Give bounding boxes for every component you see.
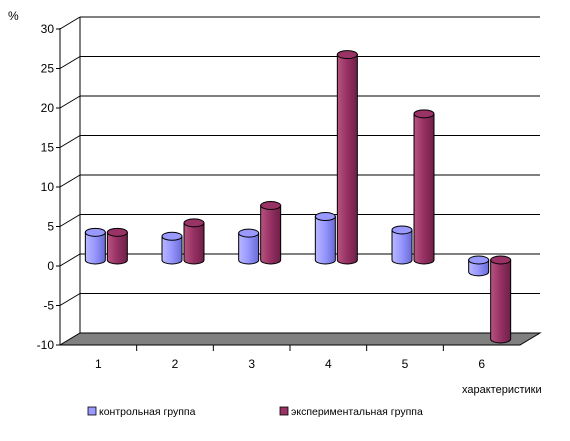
bar-cap [490, 255, 512, 265]
gridline-diagonal [59, 95, 81, 109]
legend-swatch-control [87, 406, 97, 416]
bar-cap [314, 212, 336, 222]
bar-cap [260, 200, 282, 210]
y-tick-label: 25 [41, 62, 55, 76]
bar-experimental-1 [106, 227, 128, 265]
bar-experimental-5 [413, 109, 435, 265]
x-tick-label: 5 [402, 357, 409, 371]
x-tick-label: 2 [172, 357, 179, 371]
bar-control-3 [238, 228, 260, 265]
x-tick-label: 1 [95, 357, 102, 371]
y-tick-label: 30 [41, 22, 55, 36]
bar-cap [238, 228, 260, 238]
bar-body [314, 216, 336, 265]
plot-walls [58, 17, 542, 346]
y-tick-label: 10 [41, 180, 55, 194]
bar-experimental-3 [260, 200, 282, 265]
gridline-diagonal [59, 16, 81, 30]
x-tick-label: 4 [325, 357, 332, 371]
bar-cap [413, 109, 435, 119]
bar-cap [183, 218, 205, 228]
gridline-diagonal [59, 135, 81, 148]
gridlines [59, 16, 540, 306]
bar-cap [336, 50, 358, 60]
x-tick-label: 3 [248, 357, 255, 371]
x-tick-label: 6 [478, 357, 485, 371]
bar-control-5 [391, 225, 413, 265]
bar-cap [468, 255, 490, 265]
bar-experimental-2 [183, 218, 205, 265]
floor-plane [58, 332, 542, 346]
bar-body [183, 222, 205, 265]
bar-control-1 [84, 227, 106, 265]
gridline-diagonal [59, 56, 81, 69]
bar-body [490, 259, 512, 344]
bar-body [238, 232, 260, 265]
bar-body [413, 113, 435, 265]
bar-body [106, 231, 128, 265]
y-tick-label: -5 [43, 299, 54, 313]
bars [84, 50, 512, 344]
bar-body [161, 235, 183, 265]
legend-swatch-experimental [279, 406, 289, 416]
y-axis-ticks: 30 25 20 15 10 5 0 -5 -10 [37, 22, 60, 352]
y-tick-label: -10 [37, 338, 55, 352]
bar-body [260, 204, 282, 265]
legend: контрольная группа экспериментальная гру… [87, 406, 423, 418]
y-tick-label: 20 [41, 101, 55, 115]
bar-experimental-6 [490, 255, 512, 344]
bar-body [391, 229, 413, 265]
legend-label-experimental: экспериментальная группа [291, 406, 423, 418]
gridline-diagonal [59, 174, 81, 188]
bar-control-4 [314, 212, 336, 265]
bar-body [84, 231, 106, 265]
bar-control-2 [161, 231, 183, 265]
y-axis-label: % [8, 9, 19, 23]
bar-control-6 [468, 255, 490, 277]
bar-body [336, 54, 358, 265]
bar-cap [84, 227, 106, 237]
y-tick-label: 0 [47, 259, 54, 273]
bar-cap [106, 227, 128, 237]
x-axis-ticks: 1 2 3 4 5 6 [95, 345, 485, 371]
bar-cap [391, 225, 413, 235]
gridline-diagonal [59, 214, 81, 227]
legend-label-control: контрольная группа [99, 406, 196, 418]
gridline-diagonal [59, 293, 81, 306]
bar-cap [161, 231, 183, 241]
bar-experimental-4 [336, 50, 358, 265]
y-tick-label: 15 [41, 141, 55, 155]
gridline-diagonal [59, 253, 81, 267]
x-axis-label: характеристики [462, 384, 542, 396]
y-tick-label: 5 [47, 220, 54, 234]
